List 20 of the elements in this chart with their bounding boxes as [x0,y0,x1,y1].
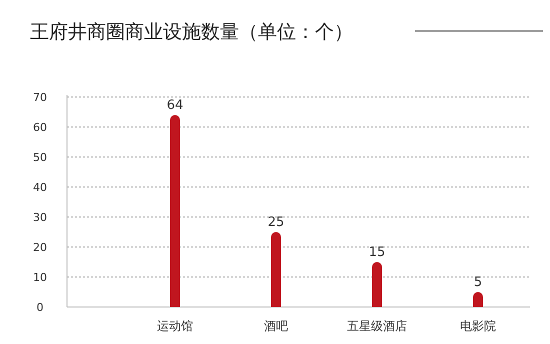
y-tick-label: 30 [33,211,47,224]
y-tick-label: 60 [33,121,47,134]
x-tick-label: 电影院 [460,319,496,333]
y-tick-label: 0 [36,301,44,314]
bar [372,262,382,307]
x-tick-label: 运动馆 [157,319,193,333]
data-label: 5 [474,275,482,290]
x-tick-label: 五星级酒店 [347,319,407,333]
y-tick-label: 70 [33,91,47,104]
data-label: 64 [166,98,184,113]
data-label: 15 [368,245,386,260]
x-tick-label: 酒吧 [264,319,288,333]
bar [170,115,180,307]
y-tick-label: 10 [33,271,47,284]
y-tick-label: 20 [33,241,47,254]
y-tick-label: 50 [33,151,47,164]
y-tick-label: 40 [33,181,47,194]
bar [271,232,281,307]
data-label: 25 [268,215,284,230]
chart-title: 王府井商圈商业设施数量（单位：个） [30,21,353,43]
